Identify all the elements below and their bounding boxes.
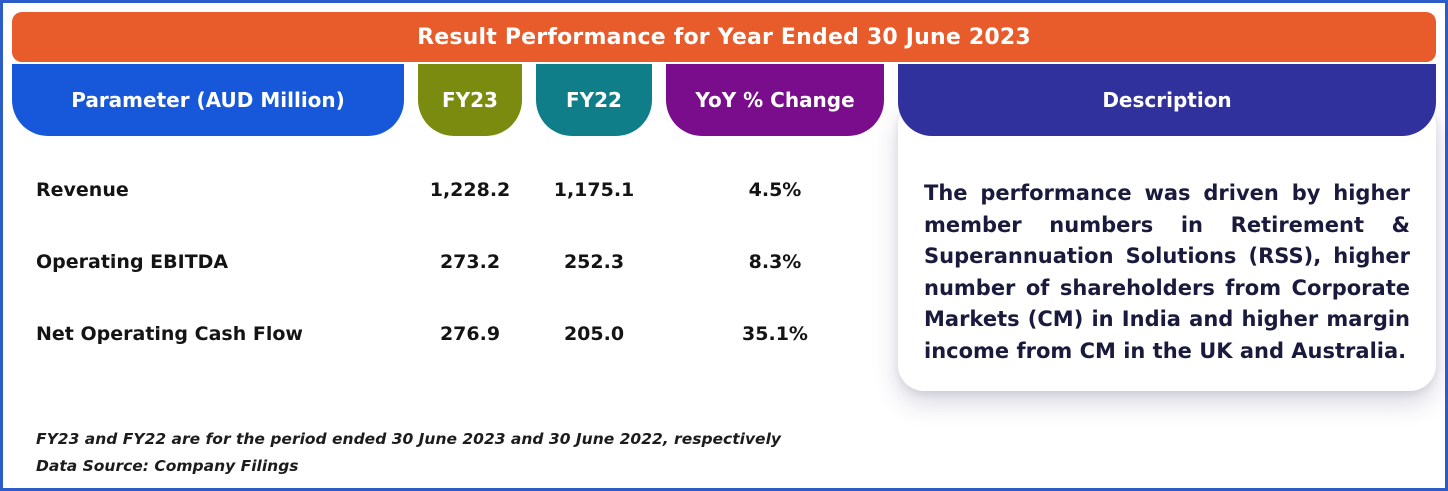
table-row-operating-ebitda-parameter: Operating EBITDA (36, 251, 229, 273)
table-row-operating-ebitda-fy23: 273.2 (439, 251, 501, 273)
table-row-revenue-yoy: 4.5% (748, 179, 802, 201)
table-row-net-operating-cash-flow-yoy: 35.1% (742, 323, 808, 345)
footnote-data-source: Data Source: Company Filings (36, 457, 299, 476)
description-column: Description The performance was driven b… (898, 64, 1436, 391)
table-row-revenue-fy22: 1,175.1 (553, 179, 635, 201)
column-header-fy22: FY22 (536, 64, 652, 136)
description-text: The performance was driven by higher mem… (924, 181, 1410, 363)
column-header-parameter-label: Parameter (AUD Million) (71, 88, 345, 112)
table-row-net-operating-cash-flow-fy23: 276.9 (439, 323, 501, 345)
column-header-description: Description (898, 64, 1436, 136)
description-card: The performance was driven by higher mem… (898, 100, 1436, 391)
table-row-operating-ebitda-fy22: 252.3 (563, 251, 625, 273)
table-row-revenue-parameter: Revenue (36, 179, 129, 201)
column-header-yoy-change: YoY % Change (666, 64, 884, 136)
footnotes: FY23 and FY22 are for the period ended 3… (36, 426, 1436, 480)
performance-table: Parameter (AUD Million) FY23 FY22 YoY % … (12, 64, 1436, 391)
column-header-fy23: FY23 (418, 64, 522, 136)
table-row-net-operating-cash-flow-fy22: 205.0 (563, 323, 625, 345)
column-header-yoy-change-label: YoY % Change (695, 88, 855, 112)
title-banner: Result Performance for Year Ended 30 Jun… (12, 12, 1436, 62)
footnote-period-note: FY23 and FY22 are for the period ended 3… (36, 430, 781, 448)
column-header-description-label: Description (1102, 88, 1232, 112)
page-title: Result Performance for Year Ended 30 Jun… (417, 24, 1031, 50)
table-row-operating-ebitda-yoy: 8.3% (748, 251, 802, 273)
table-row-revenue-fy23: 1,228.2 (429, 179, 511, 201)
column-header-parameter: Parameter (AUD Million) (12, 64, 404, 136)
column-header-fy22-label: FY22 (566, 88, 622, 112)
table-row-net-operating-cash-flow-parameter: Net Operating Cash Flow (36, 323, 303, 345)
column-header-fy23-label: FY23 (442, 88, 498, 112)
